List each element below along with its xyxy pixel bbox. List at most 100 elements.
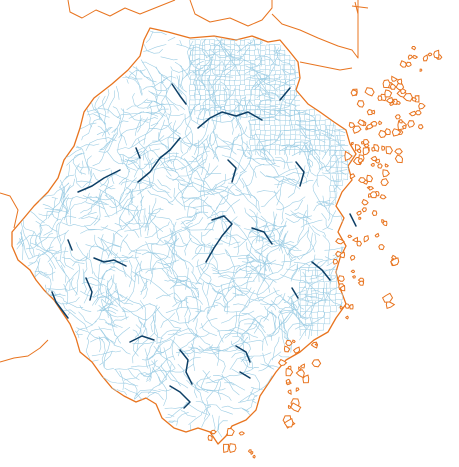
island: [314, 343, 319, 346]
island: [365, 123, 374, 130]
island: [370, 109, 376, 115]
island: [433, 49, 440, 59]
major-river-segment: [93, 257, 127, 267]
major-river-segment: [51, 291, 69, 319]
province-outline: [11, 27, 357, 445]
coastal-islands: [207, 46, 443, 459]
boundary-mark: [351, 1, 369, 15]
island: [371, 147, 376, 152]
boundary-south-west: [0, 339, 49, 363]
major-river-segment: [239, 371, 251, 379]
island: [374, 158, 381, 164]
island: [408, 110, 417, 117]
island: [287, 365, 292, 371]
island: [377, 95, 383, 101]
island: [357, 158, 364, 164]
island: [391, 254, 397, 260]
island: [370, 162, 375, 167]
island: [350, 141, 354, 146]
island: [399, 60, 407, 68]
neighbor-boundaries: [0, 0, 369, 363]
island: [381, 145, 386, 151]
island: [252, 454, 256, 459]
island: [347, 234, 353, 239]
boundary-north: [189, 0, 273, 27]
island: [391, 128, 402, 137]
island: [371, 210, 378, 217]
island: [363, 143, 370, 148]
island: [250, 451, 254, 456]
island: [350, 89, 358, 97]
island: [412, 54, 419, 60]
island: [361, 198, 369, 206]
major-river-segment: [129, 335, 155, 343]
island: [395, 83, 405, 91]
island: [394, 148, 403, 155]
island: [362, 146, 370, 156]
island: [419, 68, 423, 72]
major-river-segment: [295, 161, 305, 187]
island: [380, 178, 389, 187]
island: [283, 417, 294, 428]
island: [369, 191, 378, 199]
island: [374, 232, 380, 238]
island: [285, 378, 291, 384]
island: [349, 304, 354, 310]
island: [407, 54, 414, 61]
island: [378, 244, 385, 251]
island: [427, 52, 433, 57]
island: [394, 114, 401, 120]
island: [352, 125, 362, 134]
major-river-segment: [311, 261, 331, 281]
island: [396, 100, 401, 105]
major-river-segment: [235, 345, 251, 363]
island: [422, 54, 429, 62]
island: [391, 75, 399, 82]
island: [407, 120, 415, 128]
island: [382, 79, 391, 89]
boundary-north-west: [67, 0, 176, 19]
island: [358, 216, 362, 220]
island: [366, 174, 374, 183]
major-river-segment: [291, 287, 299, 299]
island: [207, 434, 213, 442]
island: [358, 177, 367, 184]
major-river-segment: [171, 83, 187, 105]
major-river-segment: [137, 137, 181, 183]
major-river-segment: [251, 227, 273, 245]
major-river-segment: [85, 277, 93, 301]
major-river-segment: [169, 385, 191, 409]
major-rivers: [51, 83, 357, 409]
island: [352, 275, 356, 279]
major-river-segment: [205, 215, 233, 263]
island: [292, 346, 301, 354]
island: [379, 194, 387, 200]
island: [361, 207, 367, 213]
island: [295, 387, 300, 393]
island: [385, 300, 396, 310]
major-river-segment: [279, 87, 291, 101]
island: [401, 125, 407, 129]
island: [311, 359, 322, 368]
island: [370, 155, 378, 162]
minor-river-lines: [16, 30, 351, 438]
minor-river-network: [16, 30, 351, 438]
island: [378, 120, 383, 126]
island: [418, 102, 426, 110]
island: [356, 240, 363, 247]
island: [302, 374, 310, 384]
boundary-east-link: [299, 61, 353, 71]
island: [283, 345, 291, 353]
island: [356, 100, 365, 108]
island: [378, 129, 387, 139]
island: [349, 254, 356, 261]
boundary-west: [0, 192, 19, 229]
island: [411, 97, 417, 102]
major-river-segment: [197, 111, 263, 129]
island: [398, 119, 403, 124]
island: [385, 146, 393, 155]
island: [299, 363, 305, 369]
island: [385, 96, 394, 104]
island: [405, 61, 412, 68]
island: [402, 92, 413, 102]
